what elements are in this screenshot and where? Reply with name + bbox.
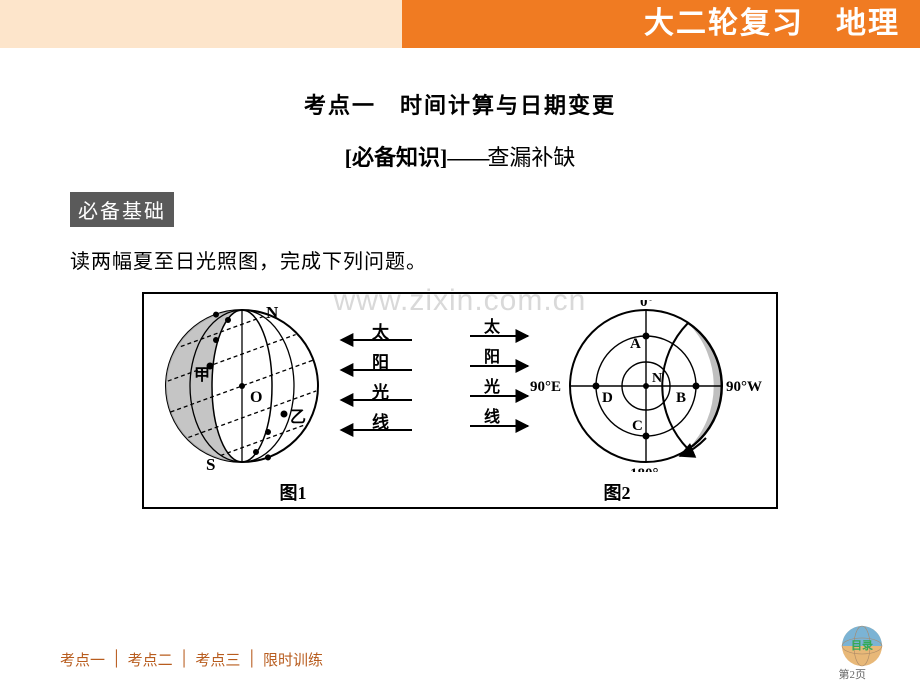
svg-text:D: D <box>602 390 613 406</box>
svg-text:光: 光 <box>483 377 500 396</box>
subheading-bold: [必备知识] <box>345 145 448 170</box>
slide-content: 考点一 时间计算与日期变更 [必备知识]——查漏补缺 必备基础 读两幅夏至日光照… <box>0 48 920 509</box>
svg-text:O: O <box>250 389 262 406</box>
slide-footer: 考点一 │ 考点二 │ 考点三 │ 限时训练 <box>0 649 920 670</box>
svg-text:A: A <box>630 336 641 352</box>
nav-link-1[interactable]: 考点一 <box>60 649 105 670</box>
nav-link-3[interactable]: 考点三 <box>195 649 240 670</box>
subheading-rest: 查漏补缺 <box>487 145 575 170</box>
fig1-svg: O 甲 乙 N S <box>154 300 432 472</box>
svg-text:线: 线 <box>484 407 500 426</box>
nav-link-4[interactable]: 限时训练 <box>263 649 323 670</box>
svg-text:线: 线 <box>372 412 389 432</box>
nav-sep: │ <box>179 651 190 668</box>
fig2-label: 图2 <box>468 479 766 505</box>
svg-text:太: 太 <box>372 322 390 342</box>
svg-text:太: 太 <box>483 317 501 336</box>
slide-header: 大二轮复习 地理 <box>0 0 920 48</box>
globe-page-icon[interactable]: 目录 <box>840 624 884 668</box>
svg-text:90°E: 90°E <box>530 379 561 395</box>
section-badge: 必备基础 <box>70 192 174 227</box>
instruction-text: 读两幅夏至日光照图，完成下列问题。 <box>70 245 850 274</box>
svg-text:乙: 乙 <box>290 409 306 426</box>
svg-text:C: C <box>632 418 643 434</box>
header-accent-left <box>0 0 402 48</box>
svg-text:180°: 180° <box>630 466 659 472</box>
svg-text:目录: 目录 <box>851 639 873 652</box>
svg-text:0°: 0° <box>640 300 654 310</box>
header-title: 大二轮复习 地理 <box>402 0 920 48</box>
subheading-dash: —— <box>447 145 487 170</box>
footer-nav: 考点一 │ 考点二 │ 考点三 │ 限时训练 <box>60 649 323 670</box>
fig2-svg: 太 阳 光 线 <box>468 300 766 472</box>
svg-text:N: N <box>266 303 279 322</box>
fig1-label: 图1 <box>154 479 432 505</box>
svg-text:甲: 甲 <box>194 366 210 384</box>
topic-heading: 考点一 时间计算与日期变更 <box>70 88 850 120</box>
page-number: 第2页 <box>839 666 867 682</box>
svg-text:阳: 阳 <box>484 348 500 366</box>
nav-link-2[interactable]: 考点二 <box>128 649 173 670</box>
figure-1: O 甲 乙 N S <box>154 300 432 505</box>
topic-subheading: [必备知识]——查漏补缺 <box>70 140 850 172</box>
figure-2: 太 阳 光 线 <box>468 300 766 505</box>
svg-text:阳: 阳 <box>372 353 389 372</box>
diagram-box: www.zixin.com.cn <box>142 292 778 509</box>
svg-text:N: N <box>652 371 662 386</box>
svg-text:光: 光 <box>371 382 389 402</box>
svg-text:B: B <box>676 390 686 406</box>
diagram-container: www.zixin.com.cn <box>70 292 850 509</box>
svg-text:90°W: 90°W <box>726 379 762 395</box>
svg-text:S: S <box>206 455 215 472</box>
nav-sep: │ <box>246 651 257 668</box>
nav-sep: │ <box>111 651 122 668</box>
